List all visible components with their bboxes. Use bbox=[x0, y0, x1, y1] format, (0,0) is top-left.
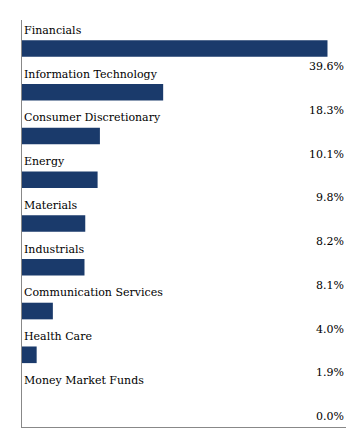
svg-text:Information Technology: Information Technology bbox=[24, 68, 158, 81]
svg-text:Communication Services: Communication Services bbox=[24, 286, 163, 299]
svg-text:4.0%: 4.0% bbox=[316, 323, 344, 336]
svg-text:1.9%: 1.9% bbox=[316, 366, 344, 379]
svg-text:Money Market Funds: Money Market Funds bbox=[24, 374, 144, 387]
svg-text:Health Care: Health Care bbox=[24, 330, 92, 343]
svg-text:Financials: Financials bbox=[24, 24, 82, 37]
svg-text:Consumer Discretionary: Consumer Discretionary bbox=[24, 111, 161, 124]
svg-text:Industrials: Industrials bbox=[24, 243, 84, 256]
svg-text:Energy: Energy bbox=[24, 155, 65, 168]
svg-text:39.6%: 39.6% bbox=[309, 60, 344, 73]
svg-text:18.3%: 18.3% bbox=[309, 104, 344, 117]
svg-text:8.2%: 8.2% bbox=[316, 235, 344, 248]
svg-text:8.1%: 8.1% bbox=[316, 279, 344, 292]
svg-text:10.1%: 10.1% bbox=[309, 148, 344, 161]
svg-text:0.0%: 0.0% bbox=[316, 410, 344, 423]
svg-text:9.8%: 9.8% bbox=[316, 191, 344, 204]
svg-text:Materials: Materials bbox=[24, 199, 78, 212]
